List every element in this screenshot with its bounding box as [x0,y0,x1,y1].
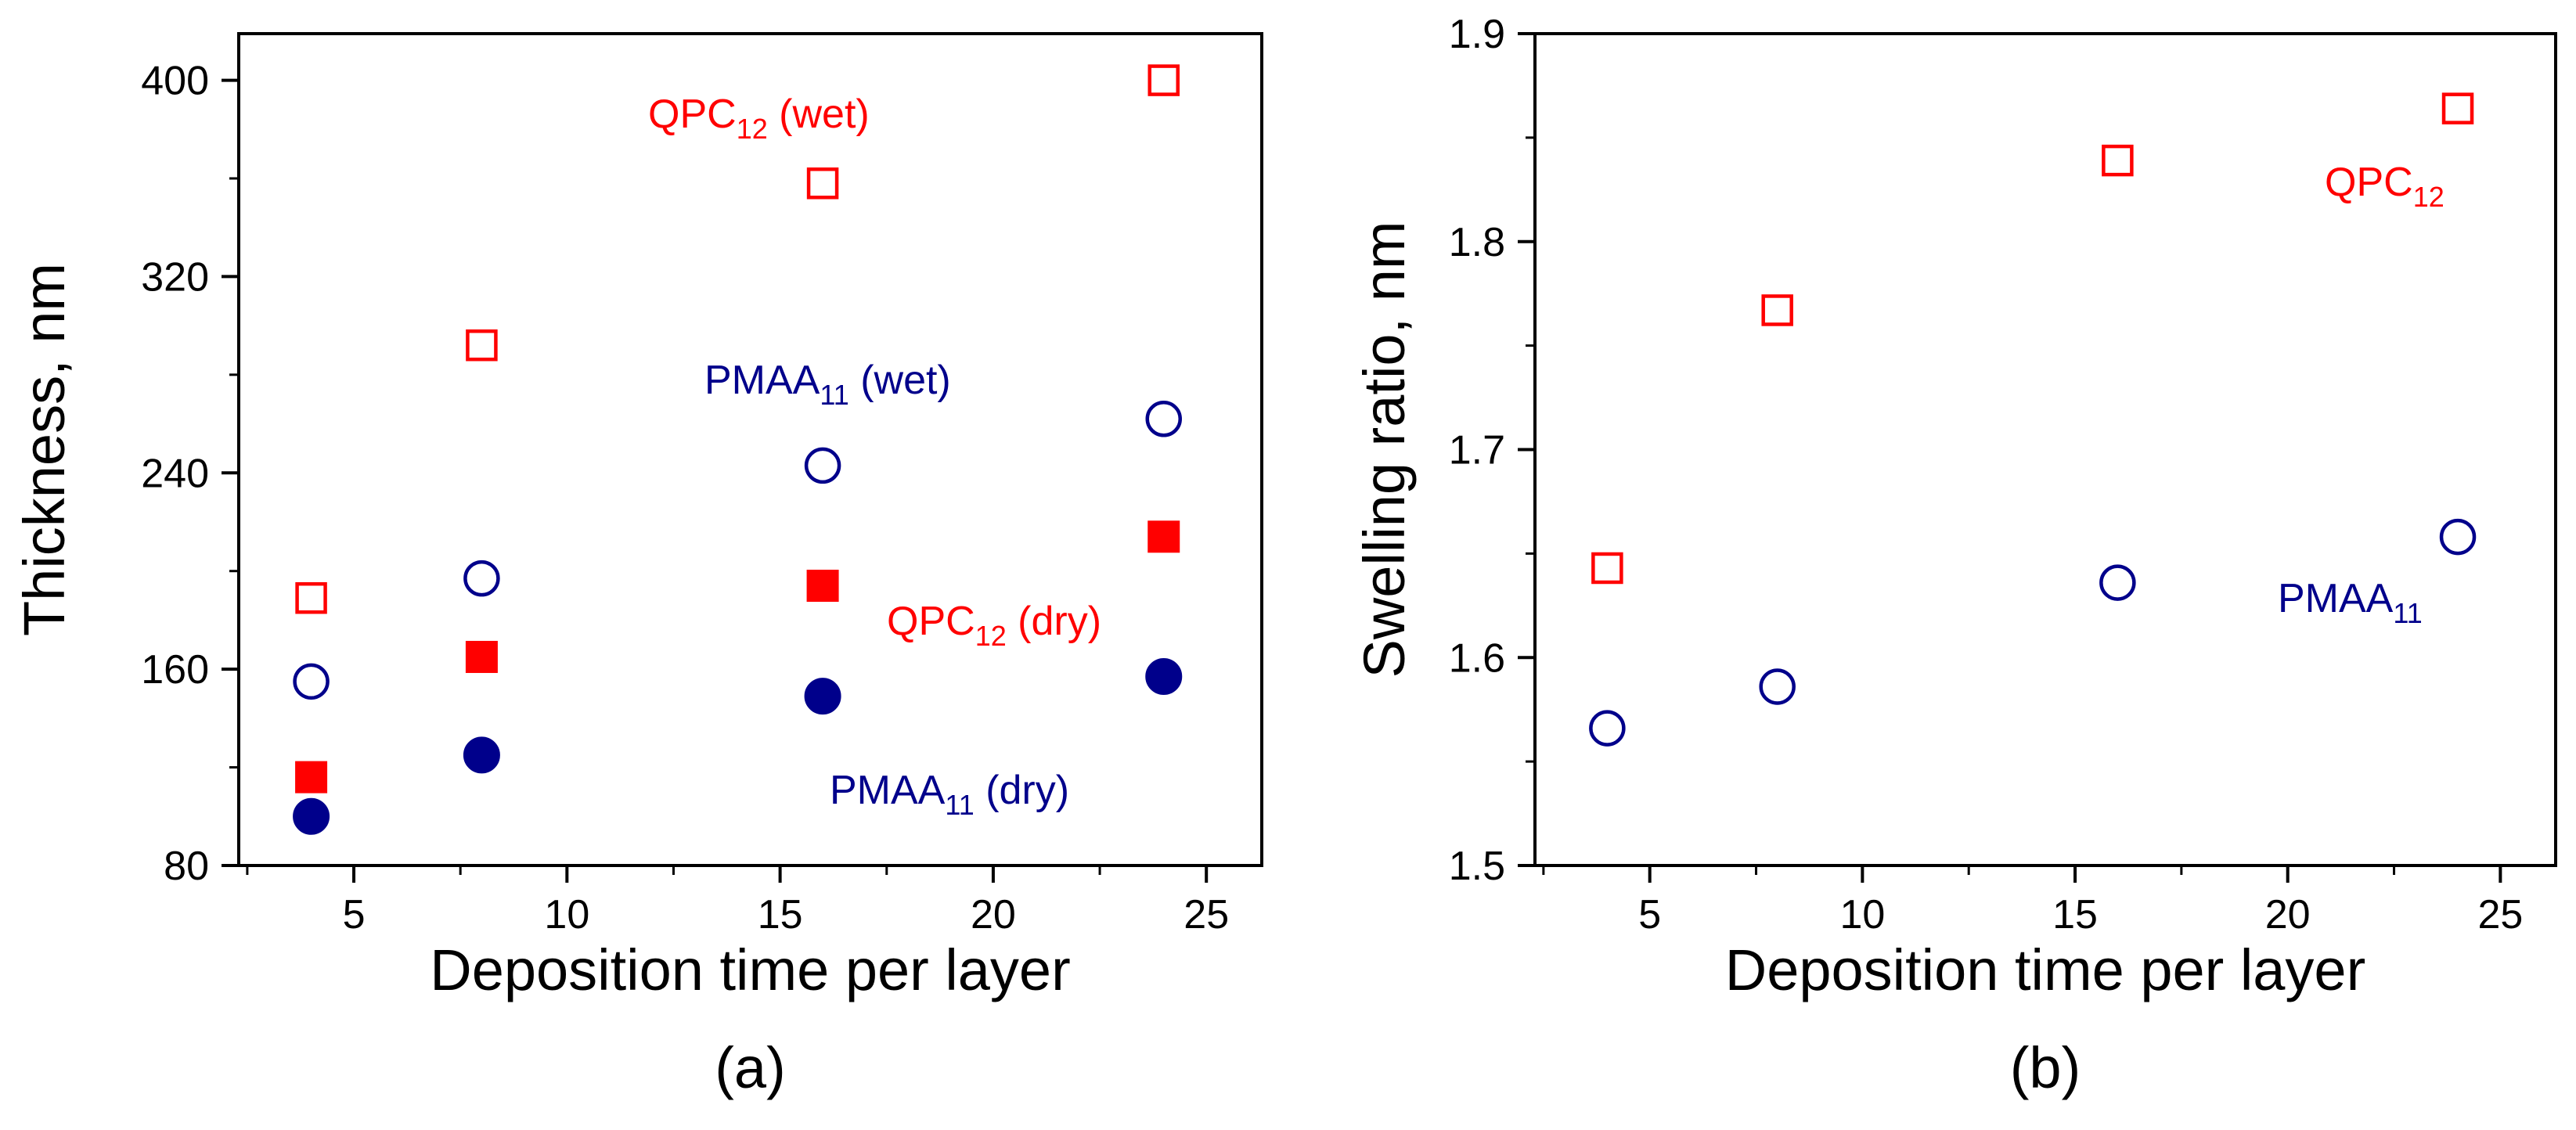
data-point-circle-open [1759,668,1796,705]
data-point-square-open [466,329,498,362]
series-qpc12 [1591,92,2474,585]
data-point-square-open [2102,144,2134,177]
x-tick-label: 15 [758,892,803,937]
data-point-circle-filled [804,678,841,715]
y-tick-label: 1.8 [1449,220,1505,265]
x-tick-label: 5 [1638,892,1661,937]
x-tick-label: 15 [2052,892,2098,937]
y-axis-title: Swelling ratio, nm [1352,221,1417,678]
annotation-qpc-wet: QPC12 (wet) [648,92,870,145]
data-point-square-open [806,167,839,200]
data-point-square-filled [465,640,498,673]
annotation-qpc: QPC12 [2325,160,2444,213]
series-qpc12-dry [295,520,1180,794]
x-tick-label: 25 [1184,892,1229,937]
x-axis-title: Deposition time per layer [430,937,1070,1002]
annotation-pmaa-wet: PMAA11 (wet) [704,358,951,411]
x-tick-label: 10 [1839,892,1885,937]
y-tick-label: 160 [141,647,209,693]
x-tick-label: 25 [2477,892,2523,937]
data-point-square-open [1147,64,1180,96]
y-tick-label: 80 [164,844,209,889]
y-tick-label: 400 [141,59,209,104]
data-point-circle-filled [293,797,330,835]
y-tick-label: 240 [141,451,209,496]
panel-b: 5 10 15 20 25 1.5 1.6 1.7 1.8 1.9 Deposition time … [1352,12,2557,1100]
panel-a: 5 10 15 20 25 80 160 240 320 400 Deposition time p… [12,32,1263,1100]
panel-label: (b) [2010,1035,2081,1100]
panel-label: (a) [715,1035,785,1100]
y-tick-label: 1.9 [1449,12,1505,57]
data-point-circle-open [2099,564,2136,601]
x-tick-label: 5 [343,892,366,937]
data-point-circle-filled [463,736,500,774]
data-point-square-open [1591,552,1623,585]
y-tick-label: 1.5 [1449,844,1505,889]
y-tick-label: 1.6 [1449,635,1505,681]
series-pmaa11-wet [293,401,1182,700]
data-point-circle-open [1589,710,1626,747]
series-pmaa11 [1589,518,2477,747]
annotation-pmaa: PMAA11 [2278,576,2423,629]
x-tick-label: 10 [544,892,589,937]
annotation-pmaa-dry: PMAA11 (dry) [830,768,1069,821]
data-point-square-open [1761,294,1793,326]
data-point-square-filled [806,570,839,603]
data-point-circle-open [1145,401,1182,437]
x-tick-label: 20 [971,892,1016,937]
data-point-square-filled [1147,520,1180,553]
annotation-qpc-dry: QPC12 (dry) [887,599,1101,652]
data-point-square-open [2441,92,2474,124]
y-tick-label: 320 [141,254,209,300]
data-point-square-open [295,581,327,614]
series-pmaa11-dry [293,658,1183,835]
series-qpc12-wet [295,64,1180,614]
data-point-square-filled [295,761,328,794]
plot-frame [1533,32,2557,867]
data-point-circle-open [463,560,500,597]
data-point-circle-open [804,447,841,484]
y-axis-title: Thickness, nm [12,263,77,636]
plot-frame [237,32,1263,867]
y-tick-label: 1.7 [1449,428,1505,473]
x-tick-label: 20 [2265,892,2311,937]
data-point-circle-open [293,663,330,700]
data-point-circle-filled [1145,658,1183,696]
data-point-circle-open [2439,518,2477,556]
x-axis-title: Deposition time per layer [1725,937,2365,1002]
